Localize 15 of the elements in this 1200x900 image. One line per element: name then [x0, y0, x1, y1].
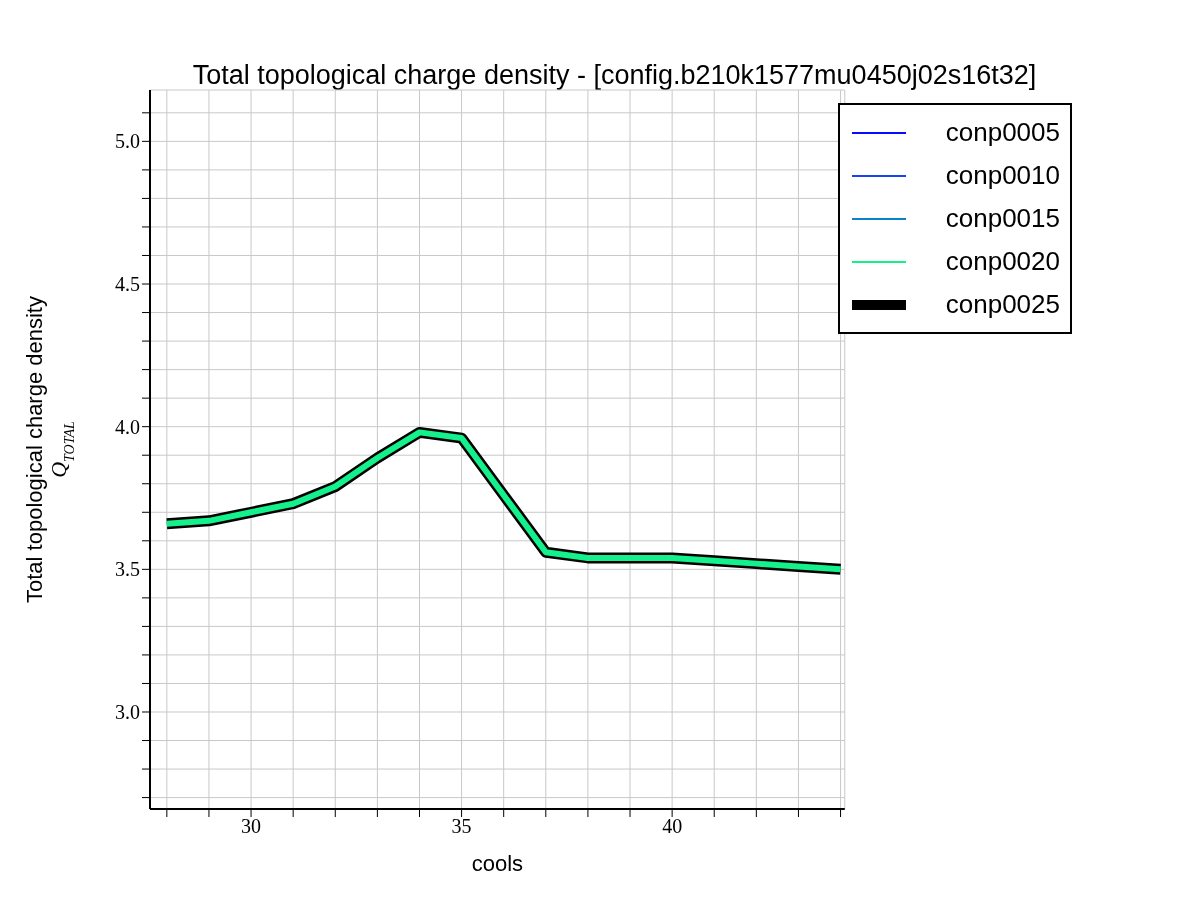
- legend-label: conp0020: [945, 246, 1060, 277]
- legend-label: conp0010: [945, 160, 1060, 191]
- y-tick-label: 4.5: [115, 273, 140, 296]
- y-tick-label: 4.0: [115, 415, 140, 438]
- x-tick-label: 30: [241, 815, 262, 838]
- y-tick-label: 5.0: [115, 130, 140, 153]
- y-tick-label: 3.0: [115, 701, 140, 724]
- legend-label: conp0025: [945, 289, 1060, 320]
- x-tick-label: 40: [662, 815, 683, 838]
- x-tick-label: 35: [451, 815, 472, 838]
- x-axis-title: cools: [471, 851, 524, 876]
- legend-label: conp0015: [945, 203, 1060, 234]
- chart-title: Total topological charge density - [config.b210k1577mu0450j02s16t32]: [191, 60, 1038, 91]
- y-tick-label: 3.5: [115, 558, 140, 581]
- legend-label: conp0005: [945, 117, 1060, 148]
